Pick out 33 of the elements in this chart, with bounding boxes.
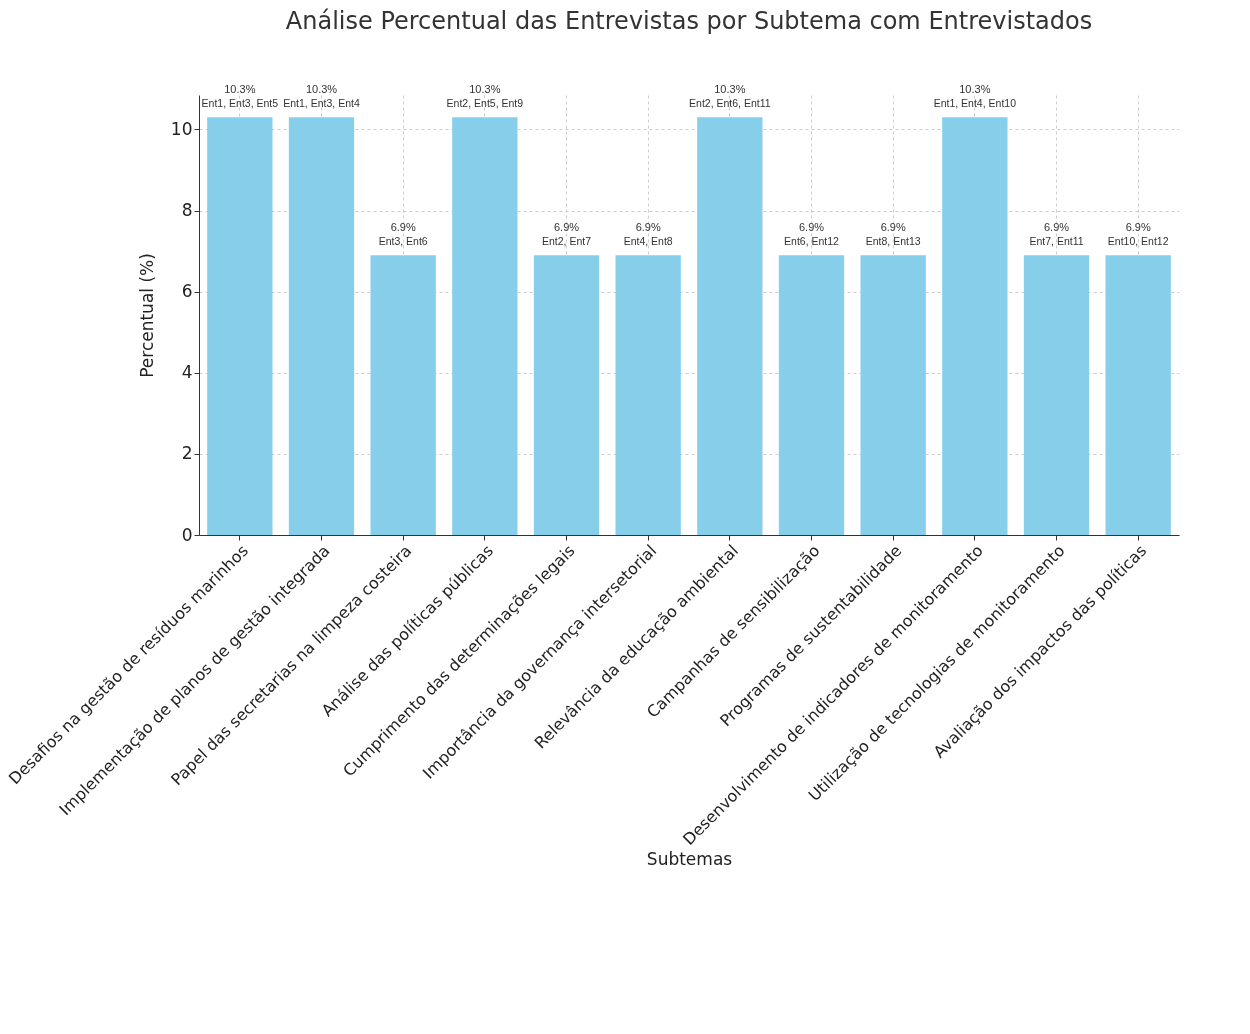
data-label: 6.9% [880, 221, 906, 234]
annotation: Ent1, Ent3, Ent5 [201, 97, 279, 110]
y-tick-label: 10 [170, 118, 193, 139]
annotation: Ent8, Ent13 [865, 235, 921, 248]
annotation: Ent3, Ent6 [378, 235, 428, 248]
data-label: 6.9% [390, 221, 416, 234]
data-label: 6.9% [798, 221, 825, 234]
annotation: Ent2, Ent6, Ent11 [689, 97, 771, 110]
data-label: 10.3% [469, 83, 501, 96]
annotation: Ent1, Ent4, Ent10 [933, 97, 1017, 110]
data-label: 6.9% [1043, 221, 1070, 234]
data-label: 10.3% [959, 83, 991, 96]
chart-title: Análise Percentual das Entrevistas por Subtema com Entrevistados [285, 7, 1093, 36]
y-tick-label: 8 [181, 200, 193, 221]
annotation: Ent2, Ent7 [541, 235, 592, 248]
x-axis-title: Subtemas [646, 848, 733, 869]
y-tick-label: 6 [181, 281, 193, 302]
annotation: Ent10, Ent12 [1107, 235, 1169, 248]
y-tick-label: 4 [181, 362, 193, 383]
y-tick-label: 2 [181, 443, 193, 464]
data-label: 10.3% [305, 83, 338, 96]
annotation: Ent1, Ent3, Ent4 [283, 97, 360, 110]
data-label: 10.3% [224, 83, 256, 96]
data-label: 6.9% [1125, 221, 1151, 234]
y-axis-title: Percentual (%) [136, 253, 157, 378]
data-label: 6.9% [553, 221, 580, 234]
annotation: Ent7, Ent11 [1029, 235, 1084, 248]
data-label: 10.3% [714, 83, 746, 96]
annotation: Ent6, Ent12 [784, 235, 840, 248]
annotation: Ent2, Ent5, Ent9 [446, 97, 524, 110]
annotation: Ent4, Ent8 [623, 235, 673, 248]
y-tick-label: 0 [181, 524, 193, 545]
data-label: 6.9% [635, 221, 661, 234]
